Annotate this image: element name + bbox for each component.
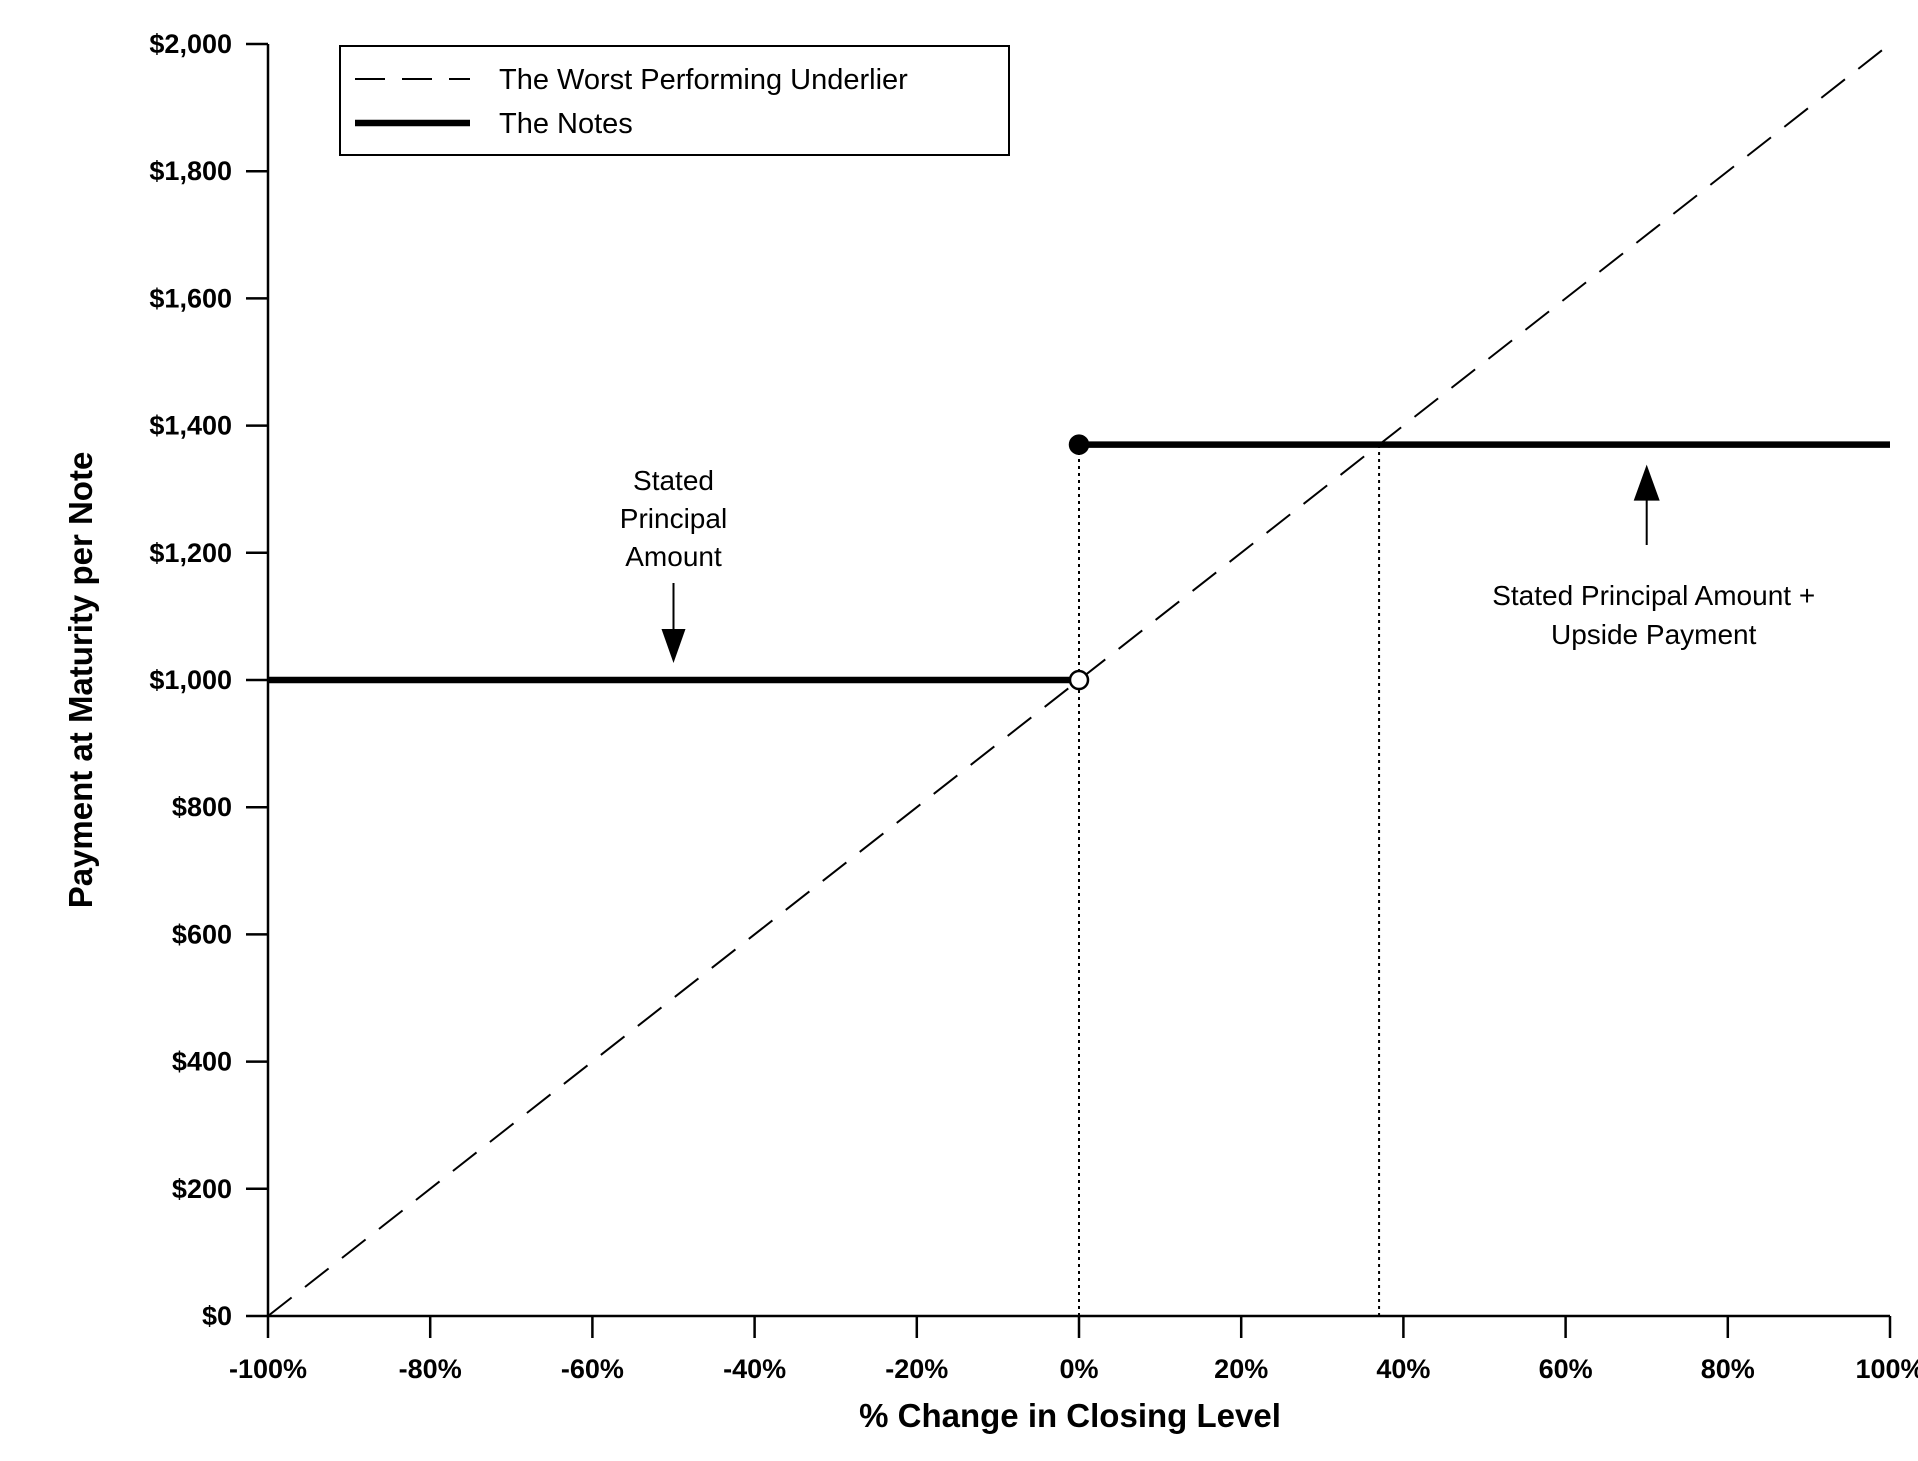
filled-marker bbox=[1068, 434, 1090, 455]
y-tick-label: $1,200 bbox=[149, 538, 232, 568]
annotation-text: Stated bbox=[633, 465, 714, 496]
x-tick-label: -40% bbox=[723, 1354, 786, 1384]
x-tick-label: 80% bbox=[1701, 1354, 1755, 1384]
legend-box bbox=[339, 45, 1010, 156]
legend-label: The Notes bbox=[499, 108, 633, 140]
series-layer bbox=[267, 43, 1891, 1317]
open-marker bbox=[1068, 669, 1090, 691]
y-axis-title: Payment at Maturity per Note bbox=[62, 452, 99, 909]
y-tick-label: $2,000 bbox=[149, 29, 232, 59]
y-tick-label: $1,000 bbox=[149, 665, 232, 695]
x-tick-label: 20% bbox=[1214, 1354, 1268, 1384]
x-tick-label: -80% bbox=[399, 1354, 462, 1384]
annotation-text: Stated Principal Amount + bbox=[1492, 580, 1815, 611]
y-tick-label: $0 bbox=[202, 1301, 232, 1331]
chart-legend: The Worst Performing Underlier The Notes bbox=[339, 45, 1010, 156]
annotation-text: Upside Payment bbox=[1551, 619, 1757, 650]
marker-layer bbox=[1068, 434, 1090, 691]
y-tick-label: $1,800 bbox=[149, 156, 232, 186]
y-tick-label: $800 bbox=[172, 792, 232, 822]
y-tick-label: $400 bbox=[172, 1047, 232, 1077]
x-tick-label: 60% bbox=[1539, 1354, 1593, 1384]
underlier-line bbox=[267, 43, 1891, 1317]
legend-label: The Worst Performing Underlier bbox=[499, 64, 908, 96]
annotation-arrowhead bbox=[661, 629, 686, 663]
axes: $0 $200 $400 $600 $800 $1,000 $1,200 $1,400 $1,6… bbox=[149, 29, 1918, 1384]
y-tick-label: $1,600 bbox=[149, 283, 232, 313]
y-tick-label: $200 bbox=[172, 1174, 232, 1204]
annotations: Stated Principal Amount Stated Principal Am… bbox=[620, 464, 1815, 663]
annotation-arrowhead bbox=[1633, 464, 1660, 501]
x-tick-label: 0% bbox=[1059, 1354, 1098, 1384]
x-tick-label: -100% bbox=[229, 1354, 307, 1384]
annotation-text: Amount bbox=[625, 541, 722, 572]
x-tick-label: 40% bbox=[1376, 1354, 1430, 1384]
annotation-text: Principal bbox=[620, 503, 727, 534]
y-tick-label: $600 bbox=[172, 919, 232, 949]
x-axis-title: % Change in Closing Level bbox=[859, 1397, 1281, 1434]
x-tick-label: -20% bbox=[885, 1354, 948, 1384]
y-tick-label: $1,400 bbox=[149, 411, 232, 441]
reference-lines bbox=[1078, 444, 1381, 1316]
x-tick-label: 100% bbox=[1855, 1354, 1918, 1384]
x-tick-label: -60% bbox=[561, 1354, 624, 1384]
